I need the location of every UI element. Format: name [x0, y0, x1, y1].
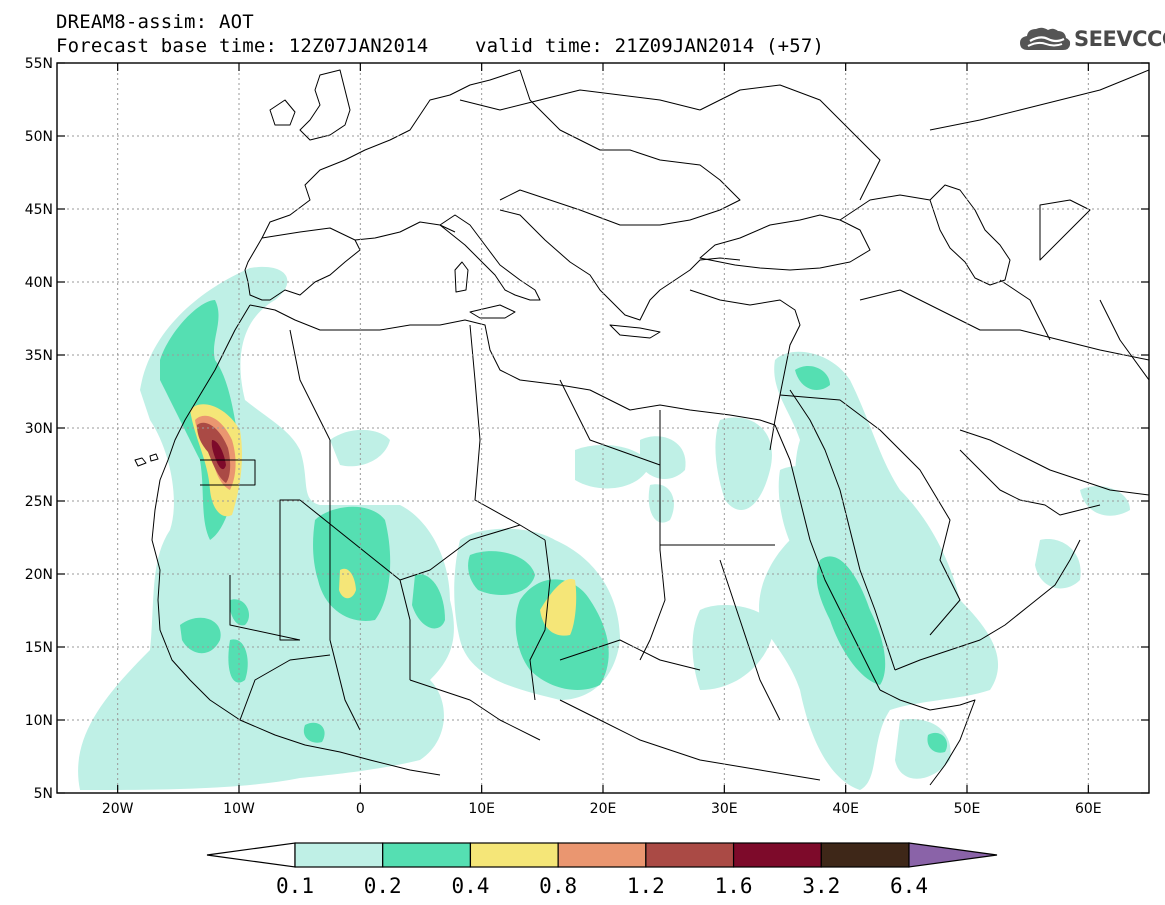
- colorbar-box-4: [645, 842, 735, 868]
- longitude-labels: 20W 10W 0 10E 20E 30E 40E 50E 60E: [102, 801, 1102, 817]
- x-tick-label: 60E: [1075, 801, 1102, 817]
- colorbar-high-arrow: [908, 842, 998, 868]
- y-tick-label: 35N: [25, 348, 53, 364]
- seevccc-logo: SEEVCCC: [1018, 24, 1165, 54]
- x-tick-label: 0: [356, 801, 365, 817]
- y-tick-label: 50N: [25, 129, 53, 145]
- latitude-labels: 55N 50N 45N 40N 35N 30N 25N 20N 15N 10N 5N: [25, 56, 53, 802]
- y-tick-label: 55N: [25, 56, 53, 72]
- map-title: DREAM8-assim: AOT: [56, 11, 254, 33]
- y-tick-label: 15N: [25, 640, 53, 656]
- y-tick-label: 45N: [25, 202, 53, 218]
- x-tick-label: 10W: [223, 801, 255, 817]
- colorbar-label: 0.8: [539, 874, 577, 898]
- colorbar: [206, 842, 998, 868]
- x-tick-label: 40E: [832, 801, 859, 817]
- colorbar-low-arrow: [206, 842, 296, 868]
- map-area: [57, 63, 1149, 793]
- colorbar-box-3: [557, 842, 647, 868]
- x-tick-label: 30E: [711, 801, 738, 817]
- colorbar-box-1: [382, 842, 472, 868]
- colorbar-box-0: [294, 842, 384, 868]
- y-tick-label: 20N: [25, 567, 53, 583]
- colorbar-labels: 0.1 0.2 0.4 0.8 1.2 1.6 3.2 6.4: [276, 874, 928, 898]
- colorbar-label: 0.2: [364, 874, 402, 898]
- x-tick-label: 20E: [590, 801, 617, 817]
- colorbar-label: 1.2: [627, 874, 665, 898]
- cloud-icon: [1020, 27, 1071, 50]
- colorbar-box-5: [732, 842, 822, 868]
- x-tick-label: 10E: [468, 801, 495, 817]
- colorbar-label: 1.6: [715, 874, 753, 898]
- colorbar-box-6: [820, 842, 910, 868]
- y-tick-label: 5N: [34, 786, 53, 802]
- forecast-time-line: Forecast base time: 12Z07JAN2014 valid t…: [56, 35, 825, 57]
- gridlines: [57, 63, 1149, 793]
- colorbar-box-2: [469, 842, 559, 868]
- aot-contour-fields: [78, 266, 1130, 790]
- y-tick-label: 10N: [25, 713, 53, 729]
- y-tick-label: 30N: [25, 421, 53, 437]
- y-tick-label: 40N: [25, 275, 53, 291]
- colorbar-label: 3.2: [802, 874, 840, 898]
- colorbar-label: 0.1: [276, 874, 314, 898]
- colorbar-label: 0.4: [451, 874, 489, 898]
- x-tick-label: 50E: [954, 801, 981, 817]
- x-tick-label: 20W: [102, 801, 134, 817]
- logo-text: SEEVCCC: [1074, 27, 1165, 51]
- coastlines-and-borders: [134, 69, 1149, 786]
- colorbar-label: 6.4: [890, 874, 928, 898]
- axis-ticks: [57, 62, 1149, 794]
- y-tick-label: 25N: [25, 494, 53, 510]
